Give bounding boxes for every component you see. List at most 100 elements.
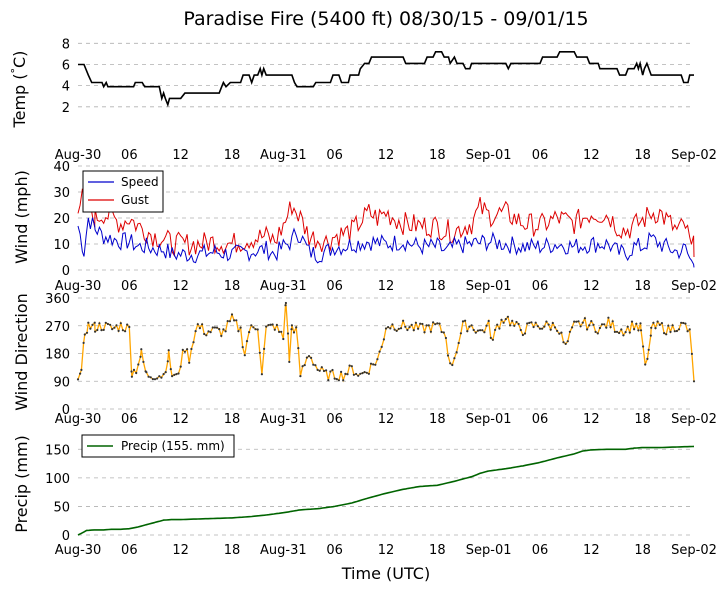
- y-tick-label: 0: [62, 529, 70, 544]
- direction-point: [203, 332, 206, 336]
- direction-point: [626, 325, 629, 328]
- direction-point: [429, 330, 432, 333]
- direction-point: [252, 326, 255, 329]
- direction-point: [609, 326, 612, 329]
- x-tick-label: 06: [121, 279, 138, 294]
- direction-point: [598, 326, 602, 330]
- direction-point: [446, 354, 450, 357]
- direction-point: [288, 360, 291, 363]
- direction-point: [226, 320, 229, 323]
- direction-point: [209, 331, 212, 334]
- direction-point: [340, 370, 343, 373]
- direction-point: [479, 329, 482, 332]
- direction-point: [273, 328, 276, 331]
- x-tick-label: 18: [634, 543, 651, 558]
- direction-point: [179, 365, 182, 368]
- direction-point: [284, 304, 287, 307]
- direction-point: [496, 323, 499, 326]
- direction-point: [451, 363, 454, 367]
- direction-point: [468, 325, 471, 328]
- direction-point: [299, 375, 302, 378]
- direction-point: [320, 366, 323, 369]
- direction-point: [192, 341, 195, 344]
- wind-legend: Speed Gust: [82, 170, 164, 213]
- direction-point: [470, 324, 473, 327]
- direction-point: [94, 330, 97, 333]
- direction-point: [663, 332, 666, 335]
- direction-point: [290, 324, 293, 327]
- direction-yticks: 0 90 180 270 360: [45, 292, 70, 418]
- direction-point: [322, 369, 326, 373]
- direction-point: [305, 356, 308, 359]
- direction-point: [183, 350, 186, 353]
- direction-point: [397, 327, 400, 330]
- direction-point: [404, 325, 407, 328]
- direction-point: [583, 317, 587, 320]
- direction-point: [100, 329, 103, 332]
- x-tick-label: 18: [224, 279, 241, 294]
- direction-point: [158, 375, 161, 378]
- direction-point: [167, 349, 170, 352]
- direction-point: [680, 321, 683, 324]
- direction-point: [258, 351, 261, 354]
- direction-point: [566, 340, 569, 343]
- x-axis-title: Time (UTC): [341, 564, 430, 583]
- direction-point: [245, 340, 249, 343]
- direction-point: [140, 348, 143, 351]
- temp-panel: 2 4 6 8 Aug-30 06 12 18 Aug-31 06 12 18 Sep-01 06 12 1…: [9, 37, 717, 163]
- wind-legend-box: [82, 170, 164, 213]
- direction-point: [121, 329, 124, 332]
- direction-point: [169, 368, 172, 371]
- x-tick-label: Aug-30: [55, 148, 102, 163]
- direction-point: [654, 327, 657, 330]
- direction-point: [519, 328, 522, 332]
- direction-point: [650, 326, 653, 329]
- direction-ylabel: Wind Direction: [12, 293, 31, 411]
- direction-point: [211, 326, 214, 329]
- direction-point: [230, 313, 234, 316]
- direction-point: [639, 329, 643, 332]
- direction-point: [96, 328, 99, 332]
- direction-point: [83, 333, 86, 336]
- direction-point: [658, 323, 661, 326]
- direction-point: [440, 330, 443, 334]
- direction-point: [389, 327, 392, 330]
- x-tick-label: 06: [532, 412, 549, 427]
- direction-point: [80, 368, 83, 371]
- direction-point: [395, 329, 398, 332]
- x-tick-label: 12: [583, 279, 600, 294]
- legend-precip-label: Precip (155. mm): [121, 439, 225, 453]
- y-tick-label: 100: [45, 472, 70, 487]
- direction-point: [432, 321, 435, 324]
- direction-point: [106, 322, 109, 326]
- direction-point: [186, 348, 189, 351]
- direction-point: [115, 324, 118, 327]
- direction-point: [295, 326, 298, 329]
- direction-point: [575, 320, 578, 323]
- direction-point: [188, 361, 191, 364]
- direction-point: [147, 375, 150, 378]
- direction-point: [166, 360, 169, 363]
- x-tick-label: Sep-02: [671, 412, 717, 427]
- direction-point: [515, 320, 518, 324]
- direction-point: [196, 323, 199, 326]
- x-tick-label: 18: [429, 148, 446, 163]
- direction-point: [102, 328, 105, 331]
- direction-point: [577, 320, 580, 323]
- direction-point: [387, 326, 390, 329]
- direction-point: [175, 373, 178, 376]
- direction-point: [690, 352, 694, 355]
- direction-point: [378, 350, 381, 353]
- x-tick-label: 06: [532, 279, 549, 294]
- direction-point: [331, 368, 334, 372]
- x-tick-label: Sep-01: [466, 412, 512, 427]
- direction-point: [408, 326, 411, 329]
- direction-point: [667, 324, 670, 327]
- y-tick-label: 10: [53, 238, 70, 253]
- precip-panel: 0 50 100 150 Aug-30 06 12 18 Aug-31 06 12 18 Sep-01…: [12, 434, 717, 558]
- direction-point: [406, 328, 409, 332]
- temp-line: [78, 50, 694, 108]
- direction-point: [265, 325, 268, 328]
- direction-point: [254, 328, 257, 331]
- direction-point: [571, 326, 574, 329]
